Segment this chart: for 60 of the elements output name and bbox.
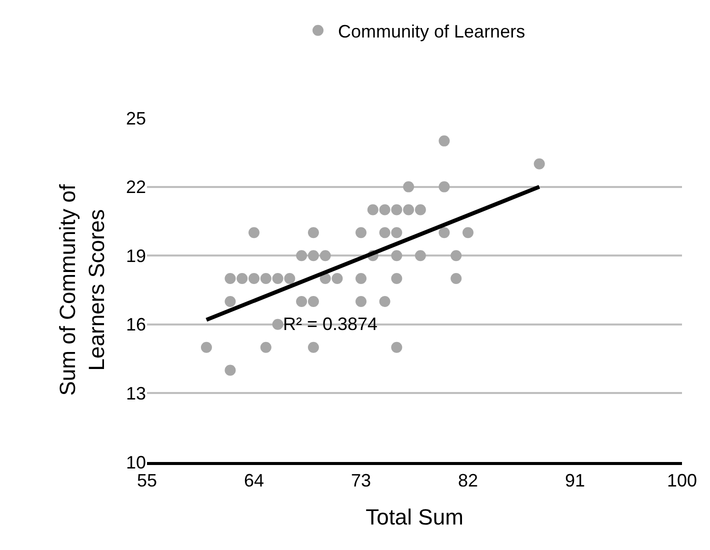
x-tick-label: 73 <box>350 470 372 491</box>
point <box>391 342 402 353</box>
y-tick-label: 19 <box>126 246 146 266</box>
point <box>308 342 319 353</box>
point <box>296 250 308 262</box>
y-tick-label: 10 <box>126 452 146 472</box>
point <box>391 204 402 216</box>
point <box>414 250 426 262</box>
point <box>272 318 284 330</box>
point <box>379 204 390 216</box>
x-tick-label: 64 <box>244 470 264 491</box>
point <box>462 227 474 238</box>
point <box>356 227 366 238</box>
point <box>438 135 450 146</box>
x-axis-title: Total Sum <box>366 504 464 530</box>
point <box>332 273 343 284</box>
legend-label: Community of Learners <box>338 21 526 42</box>
point <box>356 273 366 284</box>
point <box>391 227 402 238</box>
point <box>356 296 366 307</box>
point <box>367 204 378 216</box>
y-tick-label: 16 <box>126 314 146 335</box>
point <box>320 273 331 284</box>
point <box>308 227 319 238</box>
point <box>391 250 402 262</box>
point <box>450 273 462 284</box>
point <box>379 227 390 238</box>
point <box>248 227 260 238</box>
x-tick-label: 91 <box>564 470 586 491</box>
x-tick-label: 82 <box>458 470 478 491</box>
annotation: R² = 0.3874 <box>283 314 378 334</box>
point <box>403 204 414 216</box>
point <box>450 250 462 262</box>
y-tick-label: 25 <box>126 108 146 128</box>
point <box>391 273 402 284</box>
point <box>403 181 414 192</box>
point <box>308 250 319 262</box>
point <box>296 296 308 307</box>
point <box>438 181 450 192</box>
x-tick-label: 55 <box>136 470 158 491</box>
point <box>414 204 426 216</box>
point <box>308 296 319 307</box>
point <box>248 273 260 284</box>
x-tick-label: 100 <box>666 470 698 491</box>
point <box>320 250 331 262</box>
point <box>224 364 236 376</box>
point <box>438 227 450 238</box>
point <box>224 273 236 284</box>
point <box>260 273 272 284</box>
y-tick-label: 13 <box>126 384 146 404</box>
point <box>379 296 390 307</box>
point <box>534 158 545 170</box>
y-axis-title: Sum of Community of Learners Scores <box>55 183 109 396</box>
point <box>224 296 236 307</box>
point <box>272 273 284 284</box>
point <box>200 342 212 353</box>
point <box>236 273 248 284</box>
point <box>260 342 272 353</box>
y-tick-label: 22 <box>126 177 146 198</box>
point <box>284 273 296 284</box>
